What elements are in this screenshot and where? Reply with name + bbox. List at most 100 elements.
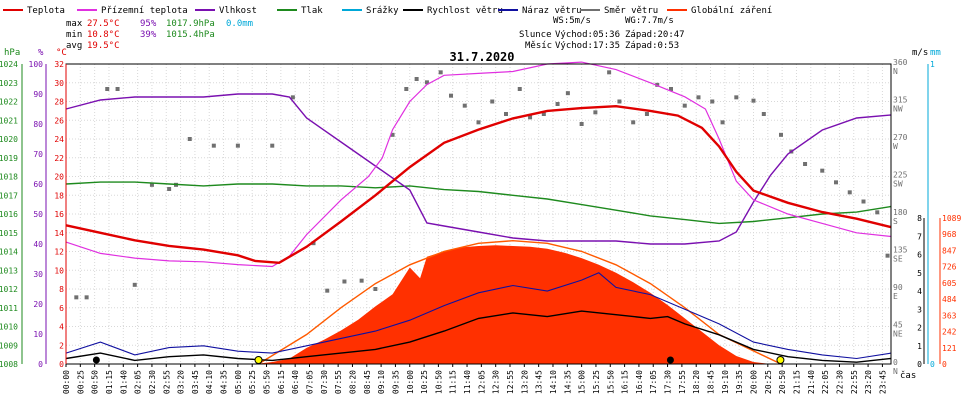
axis-tick-x: 20:00 <box>750 370 759 394</box>
axis-tick-x: 15:00 <box>578 370 587 394</box>
axis-tick-radiation: 1089 <box>942 214 961 223</box>
axis-tick-hpa: 1015 <box>0 229 18 238</box>
legend-label: Přízemní teplota <box>101 6 188 16</box>
wind-direction-point <box>820 168 825 173</box>
wind-direction-point <box>779 132 783 137</box>
axis-tick-x: 17:55 <box>678 370 687 394</box>
axis-unit-hpa: hPa <box>4 48 20 58</box>
wind-direction-point <box>565 91 570 96</box>
wind-direction-point <box>414 77 419 81</box>
axis-tick-x: 01:15 <box>105 370 114 394</box>
axis-unit-temp: °C <box>56 48 67 58</box>
axis-tick-x: 13:45 <box>535 370 544 394</box>
series-temperature <box>65 104 892 265</box>
series-humidity <box>65 93 892 245</box>
stat-rain: 0.0mm <box>226 19 253 29</box>
axis-tick-pct: 40 <box>33 240 43 249</box>
axis-tick-x: 11:40 <box>463 370 472 394</box>
wind-direction-point <box>462 103 467 108</box>
axis-tick-radiation: 605 <box>942 279 957 288</box>
wind-direction-point <box>404 87 409 91</box>
axis-tick-x: 10:00 <box>406 370 415 394</box>
legend-label: Teplota <box>27 6 65 16</box>
legend-label: Globální záření <box>691 6 772 16</box>
wind-direction-point <box>593 110 598 115</box>
axis-tick-wind: 2 <box>917 324 922 333</box>
axis-tick-x: 09:35 <box>391 370 400 394</box>
stat-label: max <box>66 19 83 29</box>
axis-tick-hpa: 1012 <box>0 285 18 294</box>
axis-tick-direction: 315 <box>893 96 908 105</box>
legend-label: Rychlost větru <box>427 6 503 16</box>
axis-tick-pct: 20 <box>33 300 43 309</box>
axis-tick-x: 12:05 <box>477 370 486 394</box>
axis-tick-x: 15:50 <box>606 370 615 394</box>
wind-direction-point <box>270 143 275 148</box>
stat-label: avg <box>66 41 82 51</box>
axis-tick-x: 23:45 <box>878 370 887 394</box>
sun-rise: Východ:05:36 <box>555 30 620 40</box>
axis-tick-x: 12:55 <box>506 370 515 394</box>
axis-tick-x: 10:50 <box>434 370 443 394</box>
axis-tick-rain: 0 <box>930 360 935 369</box>
axis-tick-wind: 1 <box>917 342 922 351</box>
axis-tick-direction-compass: S <box>893 217 898 226</box>
axis-tick-wind: 6 <box>917 251 922 260</box>
wind-direction-point <box>631 120 636 125</box>
axis-tick-x: 07:30 <box>320 370 329 394</box>
axis-tick-x: 03:45 <box>191 370 200 394</box>
sun-set: Západ:20:47 <box>625 30 685 40</box>
axis-tick-x: 16:15 <box>621 370 630 394</box>
axis-tick-temp: 28 <box>54 98 64 107</box>
wind-direction-point <box>720 120 725 125</box>
stat-temperature: 27.5°C <box>87 19 120 29</box>
wind-direction-point <box>528 115 533 120</box>
stat-pressure: 1015.4hPa <box>166 30 215 40</box>
axis-tick-direction: 360 <box>893 58 908 67</box>
axis-tick-temp: 24 <box>54 135 64 144</box>
axis-unit-pct: % <box>38 48 44 58</box>
axis-tick-x: 14:10 <box>549 370 558 394</box>
axis-tick-pct: 60 <box>33 180 43 189</box>
axis-tick-pct: 70 <box>33 150 43 159</box>
axis-tick-x: 11:15 <box>449 370 458 394</box>
axis-tick-pct: 90 <box>33 90 43 99</box>
axis-tick-x: 07:55 <box>334 370 343 394</box>
wind-direction-point <box>644 112 649 116</box>
moonset-marker <box>92 356 100 364</box>
axis-tick-direction-compass: N <box>893 367 898 376</box>
axis-tick-radiation: 363 <box>942 311 957 320</box>
axis-tick-direction: 180 <box>893 208 908 217</box>
series-global-radiation-area <box>255 245 771 364</box>
axis-tick-hpa: 1014 <box>0 248 18 257</box>
wind-direction-point <box>424 80 429 85</box>
axis-tick-pct: 80 <box>33 120 43 129</box>
axis-tick-x: 04:10 <box>205 370 214 394</box>
wind-direction-point <box>290 95 295 100</box>
axis-tick-x: 09:10 <box>377 370 386 394</box>
axis-tick-x: 00:25 <box>76 370 85 394</box>
axis-tick-temp: 8 <box>59 285 64 294</box>
wind-direction-point <box>449 93 453 98</box>
moon-rise: Východ:17:35 <box>555 41 620 51</box>
axis-tick-x: 19:35 <box>735 370 744 394</box>
wind-direction-point <box>132 282 137 287</box>
wind-direction-point <box>390 132 395 137</box>
axis-tick-x: 03:20 <box>177 370 186 394</box>
axis-tick-pct: 10 <box>33 330 43 339</box>
axis-tick-direction-compass: E <box>893 292 898 301</box>
axis-tick-x: 02:30 <box>148 370 157 394</box>
axis-tick-x: 08:20 <box>348 370 357 394</box>
axis-tick-temp: 16 <box>54 210 64 219</box>
wind-direction-point <box>761 112 766 116</box>
wind-direction-point <box>696 95 701 100</box>
wind-direction-point <box>115 87 120 91</box>
stat-label: min <box>66 30 82 40</box>
axis-tick-temp: 14 <box>54 229 64 238</box>
axis-tick-temp: 26 <box>54 116 64 125</box>
axis-tick-x: 22:30 <box>835 370 844 394</box>
axis-tick-x: 18:20 <box>692 370 701 394</box>
series-wind-speed <box>65 310 892 363</box>
axis-tick-x: 06:40 <box>291 370 300 394</box>
